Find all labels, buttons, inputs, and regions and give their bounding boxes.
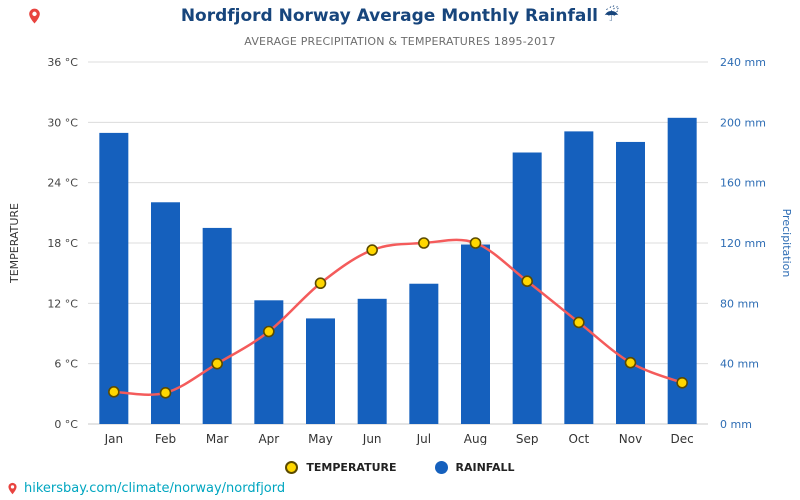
right-axis-tick-1: 40 mm <box>720 358 759 371</box>
right-axis-tick-5: 200 mm <box>720 116 766 129</box>
temperature-point-mar[interactable] <box>211 357 223 370</box>
left-axis-tick-5: 30 °C <box>47 116 78 129</box>
rainfall-bar-oct[interactable] <box>564 131 594 424</box>
page-title-text: Nordfjord Norway Average Monthly Rainfal… <box>180 6 598 26</box>
x-axis-label-mar: Mar <box>206 432 229 445</box>
x-axis-label-jun: Jun <box>362 432 382 445</box>
rainfall-bar-jan[interactable] <box>99 132 129 424</box>
temperature-point-aug[interactable] <box>469 237 482 249</box>
temperature-marker-icon <box>285 461 299 474</box>
right-axis-tick-4: 160 mm <box>720 177 766 190</box>
x-axis-label-jan: Jan <box>104 432 124 445</box>
rainfall-bar-mar[interactable] <box>202 227 232 424</box>
rainfall-bar-aug[interactable] <box>461 244 490 424</box>
x-axis-label-may: May <box>308 432 333 445</box>
x-axis-label-nov: Nov <box>619 432 642 445</box>
combo-chart: 0 °C 0 mm 6 °C 40 mm 12 °C 80 mm 18 °C 120 mm 24… <box>0 55 800 446</box>
left-axis-title: TEMPERATURE <box>8 203 21 284</box>
location-pin-icon <box>29 8 40 24</box>
rainfall-bar-may[interactable] <box>306 318 335 424</box>
x-axis-label-feb: Feb <box>155 432 176 445</box>
rainfall-bar-apr[interactable] <box>254 300 284 424</box>
rain-cloud-icon: ☔ <box>603 6 620 26</box>
temperature-point-jul[interactable] <box>418 237 430 249</box>
x-axis-label-oct: Oct <box>568 432 589 445</box>
legend-item-temperature[interactable]: TEMPERATURE <box>285 461 397 474</box>
legend-temperature-label: TEMPERATURE <box>306 461 397 474</box>
x-axis-label-jul: Jul <box>416 432 431 445</box>
left-axis-tick-0: 0 °C <box>54 418 78 431</box>
legend-rainfall-label: RAINFALL <box>455 461 515 474</box>
rainfall-bar-jul[interactable] <box>409 283 439 424</box>
temperature-point-oct[interactable] <box>573 316 585 329</box>
legend-item-rainfall[interactable]: RAINFALL <box>434 461 515 474</box>
rainfall-bar-dec[interactable] <box>667 117 697 424</box>
x-axis-label-sep: Sep <box>516 432 539 445</box>
right-axis-tick-0: 0 mm <box>720 418 752 431</box>
page-title: Nordfjord Norway Average Monthly Rainfal… <box>0 6 800 26</box>
rainfall-bar-jun[interactable] <box>357 298 387 424</box>
temperature-point-dec[interactable] <box>676 376 688 389</box>
temperature-point-apr[interactable] <box>263 325 275 338</box>
left-axis-tick-3: 18 °C <box>47 237 78 250</box>
x-axis-label-aug: Aug <box>464 432 487 445</box>
x-axis-label-apr: Apr <box>258 432 279 445</box>
temperature-point-feb[interactable] <box>159 387 172 399</box>
footer-link[interactable]: hikersbay.com/climate/norway/nordfjord <box>24 481 286 496</box>
right-axis-tick-3: 120 mm <box>720 237 766 250</box>
chart-subtitle: AVERAGE PRECIPITATION & TEMPERATURES 189… <box>244 35 556 48</box>
left-axis-tick-6: 36 °C <box>47 56 78 69</box>
temperature-point-nov[interactable] <box>624 356 637 369</box>
left-axis-tick-1: 6 °C <box>54 358 78 371</box>
chart-legend: TEMPERATURE RAINFALL <box>0 461 800 474</box>
rainfall-marker-icon <box>434 461 448 474</box>
left-axis-tick-4: 24 °C <box>47 177 78 190</box>
footer-pin-icon <box>8 482 17 495</box>
right-axis-tick-2: 80 mm <box>720 297 759 310</box>
footer: hikersbay.com/climate/norway/nordfjord <box>6 480 285 497</box>
temperature-point-may[interactable] <box>314 277 327 290</box>
chart-svg: 0 °C 0 mm 6 °C 40 mm 12 °C 80 mm 18 °C 120 mm 24… <box>8 56 793 446</box>
x-axis-label-dec: Dec <box>671 432 694 445</box>
right-axis-tick-6: 240 mm <box>720 56 766 69</box>
temperature-point-sep[interactable] <box>521 275 533 288</box>
left-axis-tick-2: 12 °C <box>47 297 78 310</box>
temperature-line <box>113 238 683 396</box>
temperature-point-jan[interactable] <box>108 386 120 398</box>
right-axis-title: Precipitation <box>780 209 793 278</box>
rainfall-bar-nov[interactable] <box>616 141 645 425</box>
temperature-point-jun[interactable] <box>366 244 378 256</box>
